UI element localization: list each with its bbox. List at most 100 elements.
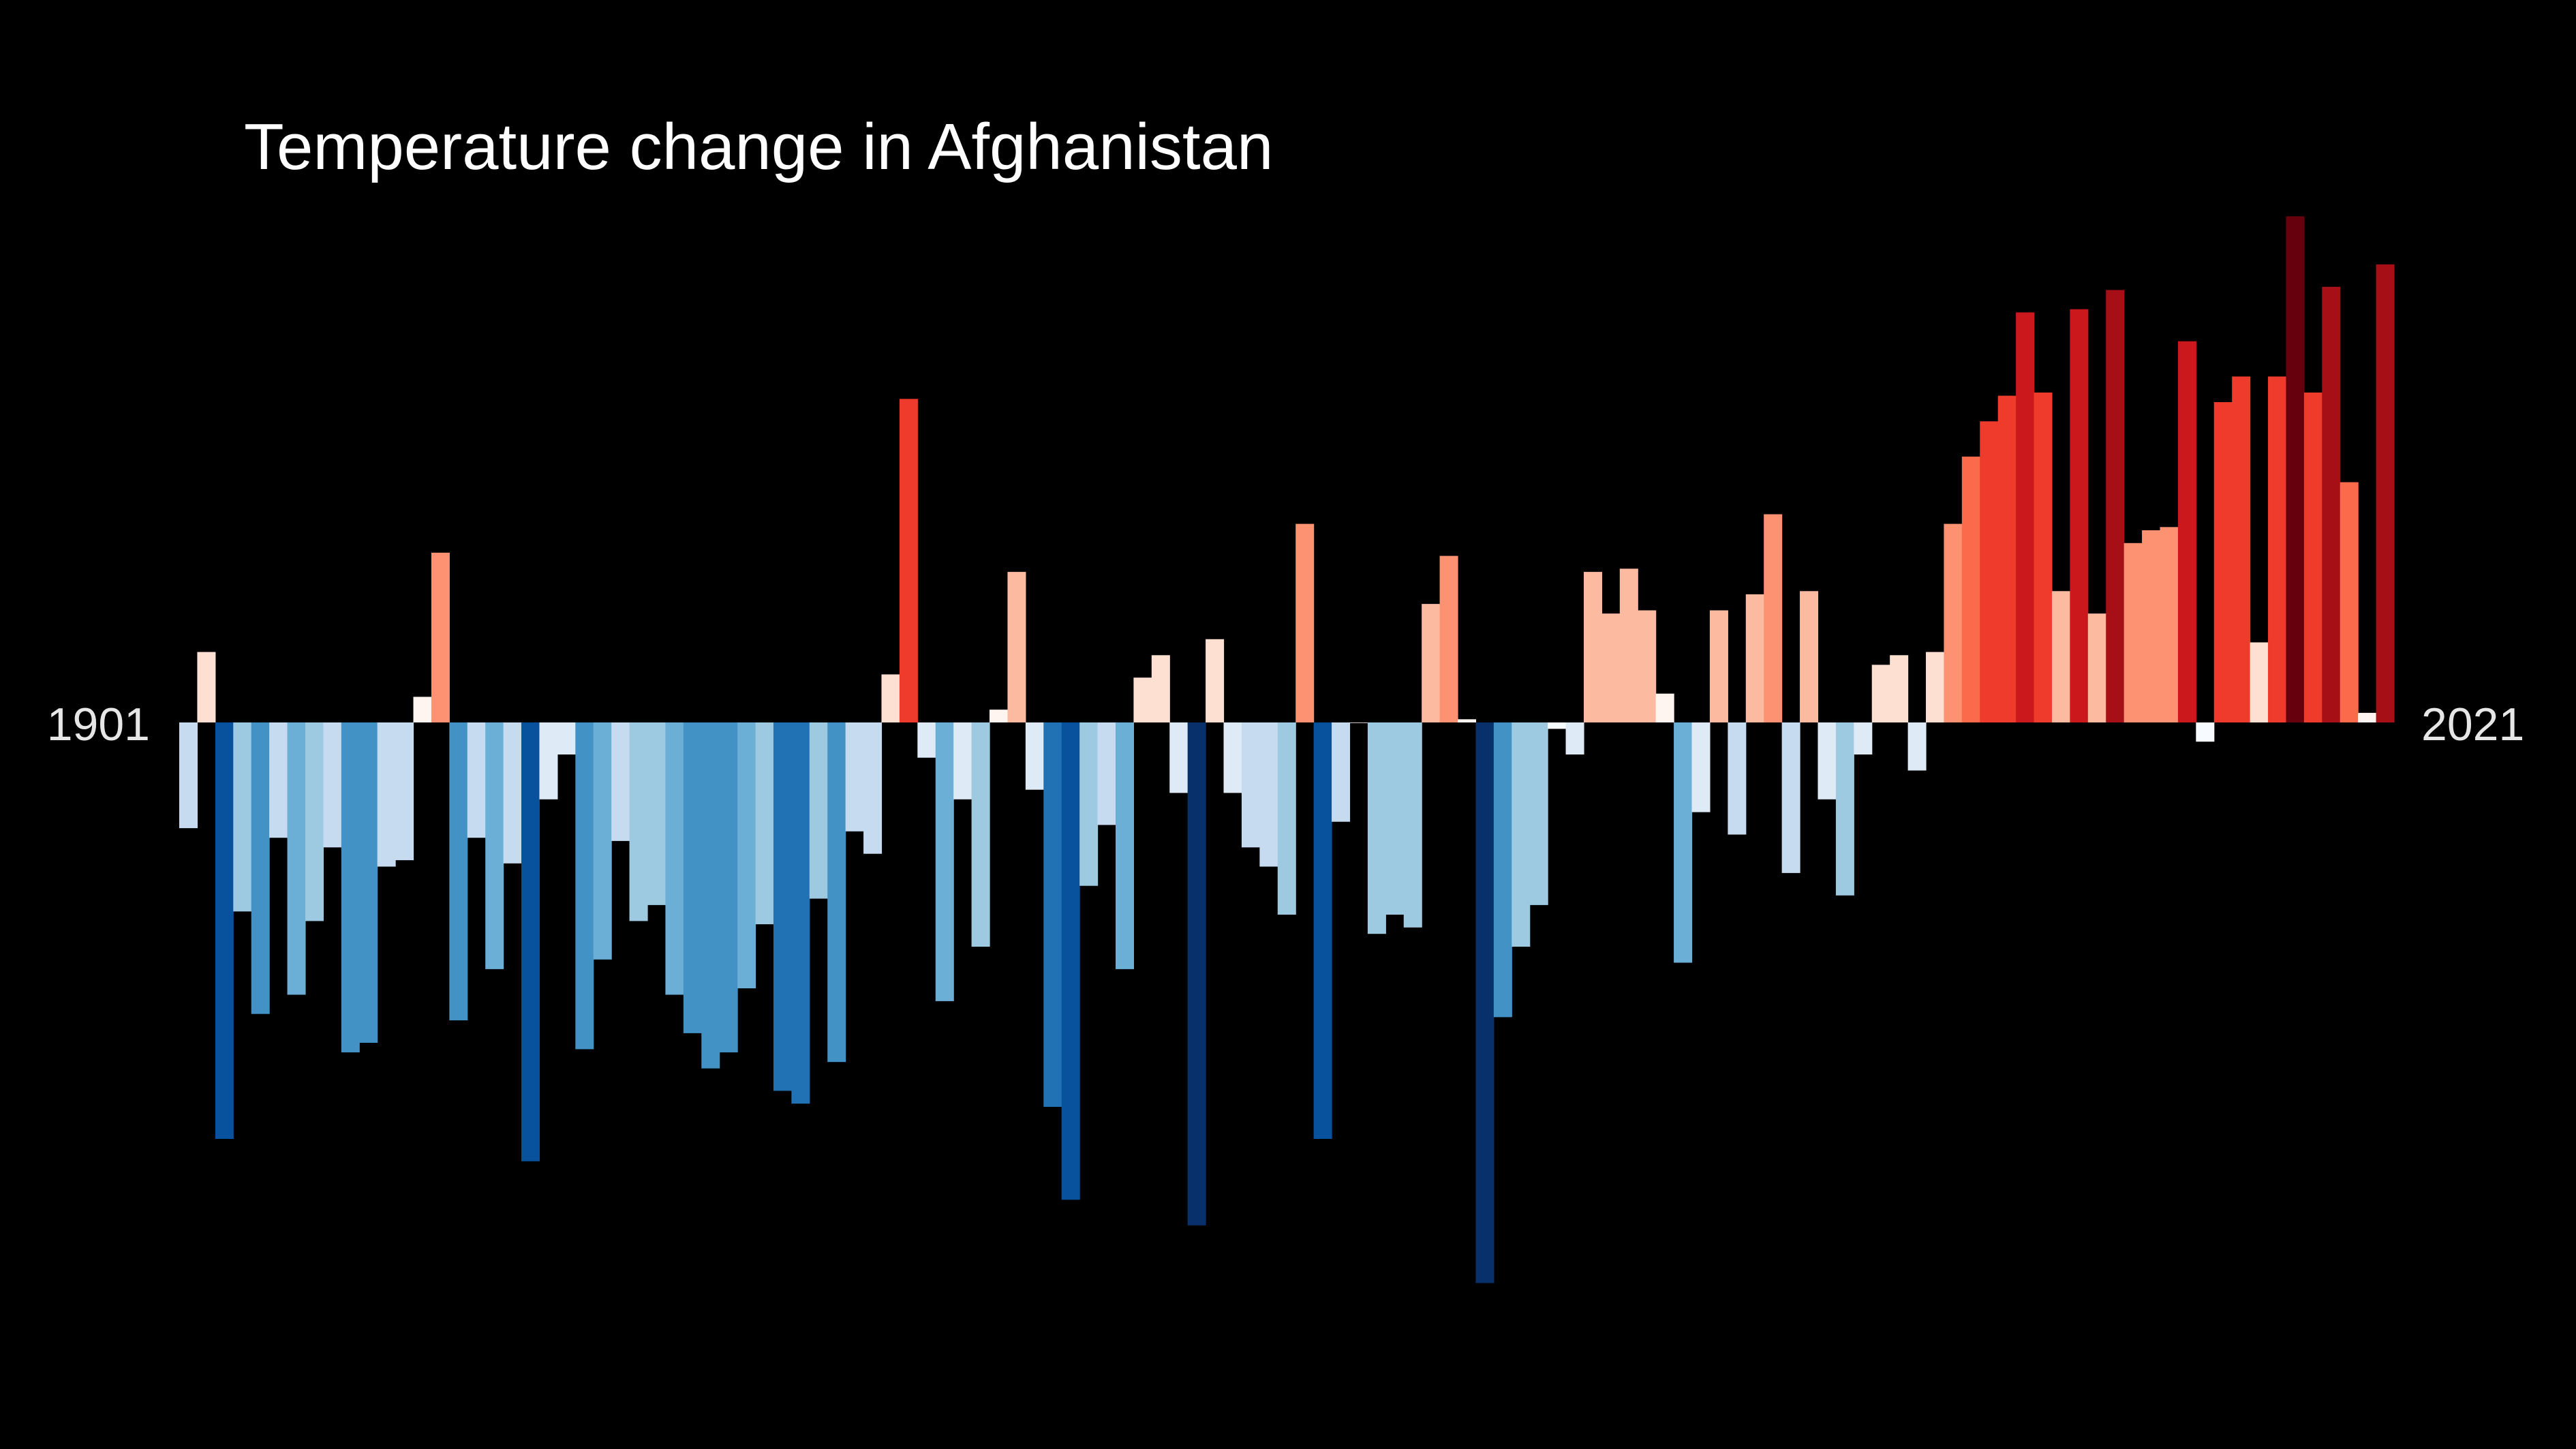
bar-1915 <box>431 552 450 722</box>
bar-1954 <box>1133 677 1152 722</box>
bar-1929 <box>683 722 702 1033</box>
bar-1953 <box>1115 722 1134 969</box>
bar-2012 <box>2177 341 2196 722</box>
bar-1946 <box>990 710 1009 722</box>
bar-1908 <box>305 722 324 921</box>
bar-1955 <box>1151 655 1170 722</box>
bar-1924 <box>593 722 612 960</box>
bar-1944 <box>953 722 972 799</box>
bar-1981 <box>1619 568 1638 722</box>
bar-1939 <box>863 722 883 854</box>
bar-1974 <box>1493 722 1512 1018</box>
bar-2019 <box>2303 392 2322 722</box>
bar-1917 <box>467 722 486 838</box>
bar-1938 <box>845 722 864 832</box>
bar-1971 <box>1439 555 1458 722</box>
bar-1964 <box>1313 722 1332 1139</box>
bar-2018 <box>2286 216 2305 722</box>
bar-1977 <box>1548 722 1567 729</box>
bar-1960 <box>1241 722 1260 848</box>
bar-1996 <box>1890 655 1909 722</box>
bar-1995 <box>1871 665 1890 722</box>
bar-1925 <box>611 722 630 841</box>
bar-1983 <box>1655 693 1674 722</box>
bar-1931 <box>719 722 738 1053</box>
bar-1988 <box>1745 594 1764 722</box>
bar-1980 <box>1601 613 1621 722</box>
bar-1966 <box>1349 722 1368 723</box>
bar-1905 <box>251 722 270 1014</box>
bar-1940 <box>881 674 900 722</box>
bar-1982 <box>1638 610 1657 722</box>
bar-1958 <box>1206 639 1225 722</box>
bar-1922 <box>557 722 576 754</box>
bar-2021 <box>2340 482 2359 722</box>
bar-1916 <box>449 722 468 1021</box>
bar-2003 <box>2016 312 2035 722</box>
bar-1987 <box>1728 722 1747 835</box>
bar-1979 <box>1583 572 1602 722</box>
bar-1912 <box>377 722 396 867</box>
bar-1902 <box>197 652 216 722</box>
bar-1976 <box>1529 722 1548 905</box>
bar-1950 <box>1061 722 1080 1200</box>
bar-1970 <box>1422 604 1441 722</box>
bar-2020 <box>2322 286 2341 722</box>
bar-1951 <box>1079 722 1099 886</box>
bar-2007 <box>2087 613 2106 722</box>
bar-1914 <box>413 697 432 722</box>
bar-2016 <box>2250 642 2269 722</box>
bar-1904 <box>233 722 252 912</box>
bar-2008 <box>2106 290 2125 722</box>
bar-1989 <box>1764 514 1783 722</box>
bar-1945 <box>971 722 990 947</box>
bar-1956 <box>1169 722 1189 793</box>
bar-1901 <box>179 722 198 829</box>
bar-1984 <box>1674 722 1693 963</box>
bar-1965 <box>1332 722 1351 822</box>
bar-1907 <box>287 722 306 995</box>
bar-1941 <box>899 399 918 722</box>
bar-1911 <box>359 722 378 1043</box>
bar-1972 <box>1458 719 1477 722</box>
bar-1948 <box>1025 722 1044 790</box>
bar-1903 <box>215 722 234 1139</box>
bar-1961 <box>1259 722 1278 867</box>
bar-1921 <box>539 722 558 799</box>
bar-2002 <box>1997 395 2017 722</box>
chart-title: Temperature change in Afghanistan <box>244 110 1273 183</box>
bar-1909 <box>323 722 342 848</box>
bar-2001 <box>1980 421 1999 722</box>
bar-1962 <box>1277 722 1296 915</box>
bar-2006 <box>2070 309 2089 722</box>
bar-1969 <box>1403 722 1422 928</box>
bar-1926 <box>629 722 648 921</box>
start-year-label: 1901 <box>47 699 150 750</box>
bar-1959 <box>1223 722 1242 793</box>
bar-1963 <box>1295 523 1315 722</box>
bar-1992 <box>1818 722 1837 799</box>
bar-1999 <box>1944 523 1963 722</box>
bar-1985 <box>1691 722 1711 812</box>
bar-1943 <box>935 722 954 1001</box>
bar-1928 <box>665 722 684 995</box>
bar-1973 <box>1475 722 1494 1283</box>
bar-2009 <box>2123 543 2143 722</box>
bar-1993 <box>1835 722 1854 896</box>
bar-2017 <box>2268 376 2287 722</box>
bar-1913 <box>395 722 414 861</box>
bar-1991 <box>1800 591 1819 722</box>
bar-1923 <box>575 722 594 1050</box>
bar-1918 <box>485 722 504 969</box>
bar-1927 <box>647 722 666 905</box>
bar-1930 <box>701 722 720 1069</box>
bar-1997 <box>1907 722 1927 771</box>
bar-1920 <box>521 722 540 1161</box>
bar-2013 <box>2196 722 2215 742</box>
bar-2014 <box>2213 402 2233 722</box>
bar-2005 <box>2051 591 2070 722</box>
bar-2011 <box>2160 527 2179 722</box>
bar-1990 <box>1781 722 1800 873</box>
bar-1910 <box>341 722 360 1053</box>
